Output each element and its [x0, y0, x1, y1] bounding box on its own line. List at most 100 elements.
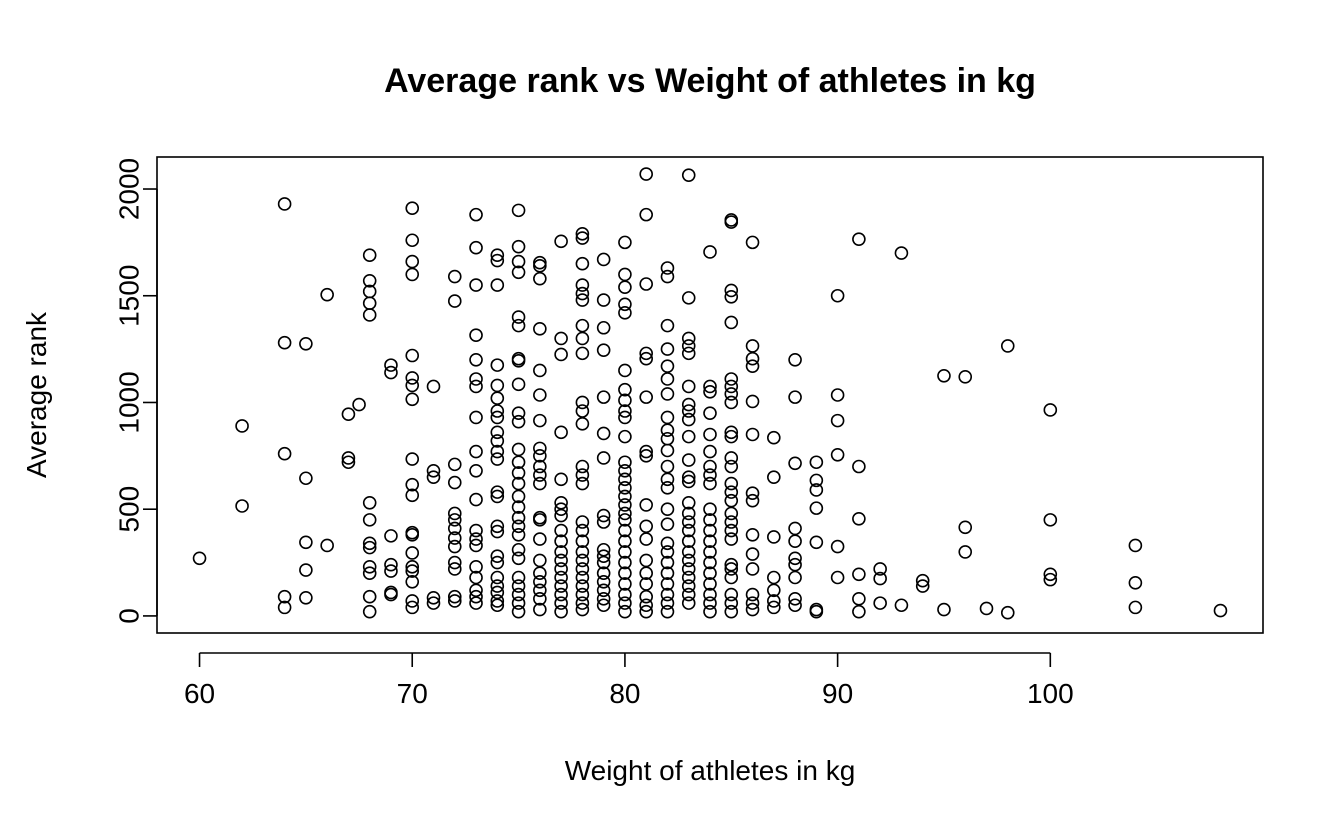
data-point: [554, 553, 568, 568]
data-point: [469, 523, 483, 538]
y-tick-label: 1000: [113, 371, 144, 433]
data-point: [511, 510, 526, 525]
data-point: [639, 277, 653, 291]
x-tick-label: 100: [1027, 678, 1074, 709]
data-point: [745, 394, 760, 409]
data-point: [681, 596, 696, 610]
data-point: [469, 560, 483, 574]
data-point: [681, 397, 696, 412]
data-point: [490, 489, 505, 504]
data-point: [352, 397, 366, 412]
data-point: [681, 453, 696, 467]
data-point: [788, 551, 802, 566]
data-point: [745, 587, 760, 602]
data-point: [362, 296, 377, 311]
data-point: [533, 592, 547, 606]
data-point: [362, 604, 377, 619]
data-point: [639, 553, 653, 568]
data-point: [618, 410, 632, 425]
data-point: [575, 331, 590, 346]
data-point: [362, 274, 377, 288]
data-point: [894, 598, 909, 613]
data-point: [575, 227, 590, 241]
data-point: [809, 604, 824, 619]
data-point: [660, 472, 675, 487]
data-point: [405, 348, 420, 363]
data-point: [639, 207, 653, 222]
data-point: [511, 476, 526, 491]
data-point: [405, 600, 420, 615]
data-point: [511, 203, 526, 218]
data-point: [767, 430, 781, 445]
data-point: [533, 259, 547, 273]
data-point: [384, 358, 398, 372]
data-point: [873, 571, 887, 586]
data-point: [681, 331, 696, 346]
data-point: [490, 434, 505, 448]
data-point: [490, 248, 505, 262]
data-point: [788, 557, 802, 572]
data-point: [681, 523, 696, 538]
data-point: [660, 587, 675, 602]
data-point: [575, 596, 590, 610]
data-point: [618, 267, 632, 282]
data-point: [660, 502, 675, 516]
data-point: [724, 290, 739, 304]
data-point: [724, 425, 739, 440]
data-point: [511, 519, 526, 534]
data-point: [830, 288, 845, 303]
data-point: [660, 555, 675, 570]
data-point: [660, 423, 675, 438]
data-point: [830, 570, 845, 585]
data-point: [639, 598, 653, 613]
data-point: [618, 577, 632, 591]
data-point: [469, 372, 483, 386]
data-point: [511, 254, 526, 269]
data-point: [490, 598, 505, 613]
data-point: [681, 579, 696, 593]
data-point: [618, 429, 632, 444]
data-point: [724, 596, 739, 610]
data-point: [639, 390, 653, 404]
data-point: [681, 562, 696, 576]
data-point: [618, 506, 632, 521]
data-point: [618, 555, 632, 570]
data-point: [724, 532, 739, 546]
data-point: [681, 470, 696, 484]
data-point: [618, 393, 632, 408]
data-point: [405, 477, 420, 492]
data-point: [575, 417, 590, 431]
data-point: [703, 545, 717, 559]
data-point: [745, 493, 760, 508]
data-point: [703, 577, 717, 591]
data-point: [575, 278, 590, 292]
data-point: [511, 570, 526, 585]
data-point: [511, 489, 526, 504]
data-point: [724, 476, 739, 491]
data-point: [618, 455, 632, 470]
data-point: [554, 562, 568, 576]
data-point: [937, 368, 951, 383]
data-point: [618, 363, 632, 378]
data-point: [745, 596, 760, 610]
data-point: [511, 587, 526, 602]
data-point: [554, 579, 568, 593]
data-point: [469, 570, 483, 585]
data-point: [618, 566, 632, 581]
data-point: [469, 492, 483, 507]
data-point: [703, 587, 717, 602]
data-point: [469, 207, 483, 222]
data-point: [384, 564, 398, 578]
data-point: [724, 379, 739, 394]
data-point: [533, 468, 547, 482]
data-point: [235, 499, 249, 513]
data-point: [660, 359, 675, 373]
data-point: [533, 449, 547, 463]
data-point: [533, 363, 547, 378]
data-point: [447, 562, 462, 576]
data-point: [596, 574, 611, 589]
data-point: [660, 443, 675, 458]
data-point: [384, 365, 398, 380]
data-point: [745, 486, 760, 500]
data-point: [724, 570, 739, 585]
